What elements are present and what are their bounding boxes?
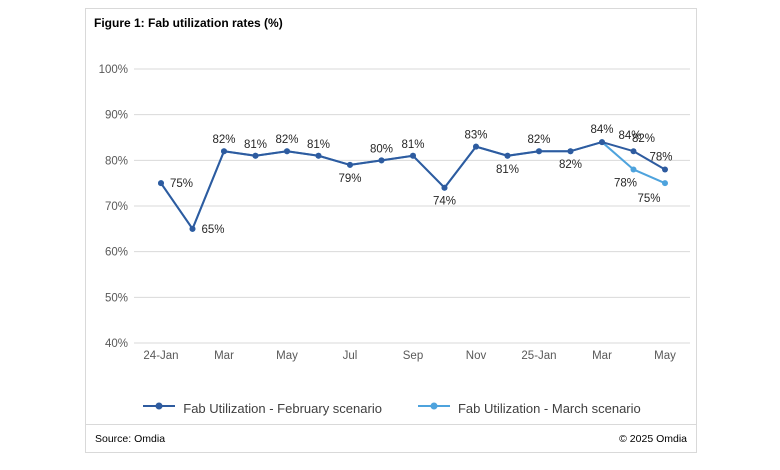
- x-axis-tick-label: Sep: [403, 350, 423, 362]
- data-label: 82%: [559, 159, 582, 171]
- data-point: [158, 180, 164, 187]
- data-label: 81%: [401, 139, 424, 151]
- figure-card: Figure 1: Fab utilization rates (%) 100%…: [85, 8, 697, 453]
- utilization-line-chart: 100% 90% 80% 70% 60% 50% 40% 24-Jan Mar May Jul Sep…: [99, 64, 690, 362]
- legend-item-march-scenario: Fab Utilization - March scenario: [416, 399, 641, 418]
- data-label: 82%: [527, 134, 550, 146]
- data-point: [441, 184, 448, 191]
- data-label: 82%: [632, 133, 655, 145]
- data-point: [347, 161, 353, 168]
- legend-line-marker-icon: [141, 399, 177, 418]
- y-axis-tick-label: 50%: [105, 292, 128, 304]
- data-point: [662, 180, 668, 187]
- data-label: 83%: [464, 130, 487, 142]
- data-point: [473, 143, 479, 150]
- data-point: [567, 148, 574, 155]
- data-point: [189, 225, 196, 232]
- data-point: [315, 152, 322, 159]
- data-point: [536, 148, 542, 155]
- x-axis-tick-label: Mar: [592, 350, 612, 362]
- x-axis-tick-label: Nov: [466, 350, 487, 362]
- figure-footer: Source: Omdia © 2025 Omdia: [86, 424, 696, 452]
- y-axis-tick-label: 70%: [105, 201, 128, 213]
- data-label: 75%: [637, 193, 660, 205]
- data-label: 78%: [649, 151, 672, 163]
- legend-line-marker-icon: [416, 399, 452, 418]
- chart-legend: Fab Utilization - February scenario Fab …: [86, 399, 696, 418]
- data-label: 81%: [496, 164, 519, 176]
- figure-title: Figure 1: Fab utilization rates (%): [94, 16, 283, 30]
- data-label: 65%: [202, 224, 225, 236]
- data-point: [599, 139, 605, 146]
- data-label: 84%: [590, 124, 613, 136]
- source-text: Source: Omdia: [95, 432, 166, 445]
- y-axis-tick-label: 100%: [99, 64, 128, 76]
- legend-label-march-scenario: Fab Utilization - March scenario: [457, 401, 641, 416]
- data-point: [504, 152, 511, 159]
- data-label: 79%: [338, 173, 361, 185]
- legend-label-february-scenario: Fab Utilization - February scenario: [183, 401, 382, 416]
- x-axis-tick-label: Mar: [214, 350, 234, 362]
- x-axis-tick-label: May: [276, 350, 298, 362]
- y-axis-tick-label: 40%: [105, 338, 128, 350]
- data-point: [630, 166, 637, 173]
- data-point: [221, 148, 227, 155]
- data-label: 81%: [244, 139, 267, 151]
- data-label: 82%: [212, 134, 235, 146]
- data-label: 74%: [433, 196, 456, 208]
- x-axis-tick-label: 25-Jan: [521, 350, 556, 362]
- data-label: 78%: [614, 177, 637, 189]
- data-point: [410, 152, 416, 159]
- y-axis-tick-label: 90%: [105, 110, 128, 122]
- x-axis-tick-label: 24-Jan: [143, 350, 178, 362]
- data-point: [252, 152, 259, 159]
- copyright-text: © 2025 Omdia: [619, 432, 687, 445]
- x-axis-tick-label: Jul: [343, 350, 358, 362]
- data-label: 82%: [275, 134, 298, 146]
- data-point: [284, 148, 290, 155]
- legend-item-february-scenario: Fab Utilization - February scenario: [141, 399, 382, 418]
- data-point: [662, 166, 668, 173]
- data-point: [630, 148, 637, 155]
- data-label: 80%: [370, 143, 393, 155]
- data-label: 81%: [307, 139, 330, 151]
- data-point: [378, 157, 385, 164]
- x-axis-tick-label: May: [654, 350, 676, 362]
- data-label: 75%: [170, 178, 193, 190]
- y-axis-tick-label: 80%: [105, 155, 128, 167]
- data-label: 84%: [618, 130, 641, 142]
- y-axis-tick-label: 60%: [105, 247, 128, 259]
